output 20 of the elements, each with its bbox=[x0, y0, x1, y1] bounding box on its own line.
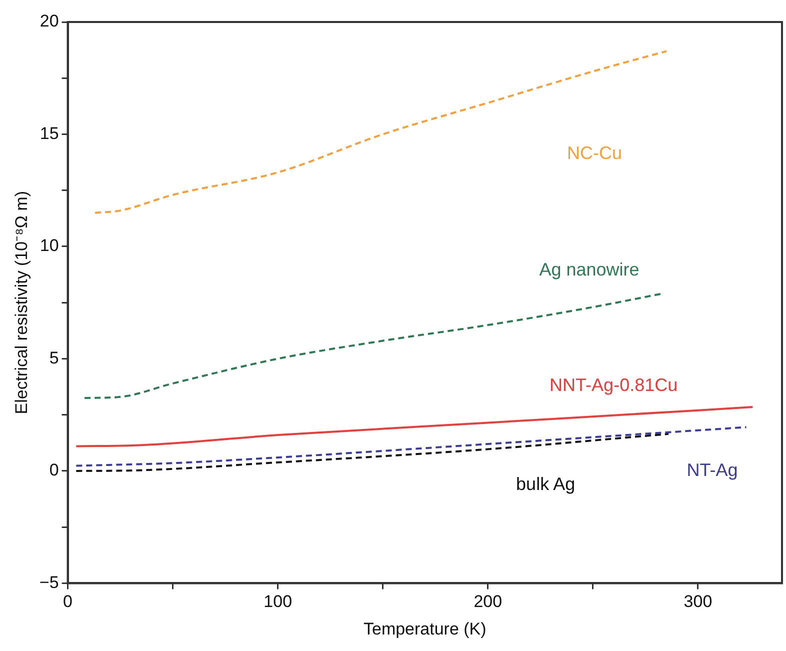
y-tick-label: 0 bbox=[49, 460, 59, 480]
series-label: bulk Ag bbox=[516, 474, 576, 494]
x-tick-label: 100 bbox=[264, 592, 292, 612]
line-series bbox=[94, 50, 668, 214]
y-tick-label: −5 bbox=[39, 572, 59, 592]
y-tick-label: 10 bbox=[40, 236, 59, 256]
y-axis-title: Electrical resistivity (10⁻⁸Ω m) bbox=[12, 190, 31, 414]
x-tick-label: 0 bbox=[63, 592, 73, 612]
x-tick-label: 300 bbox=[684, 592, 712, 612]
series-label: NNT-Ag-0.81Cu bbox=[550, 374, 678, 395]
x-axis-title: Temperature (K) bbox=[363, 619, 486, 638]
y-tick-label: 20 bbox=[40, 12, 59, 31]
x-tick-label: 200 bbox=[474, 592, 502, 612]
line-series bbox=[75, 406, 754, 448]
series-label: NT-Ag bbox=[686, 460, 738, 480]
series-label: Ag nanowire bbox=[539, 260, 640, 280]
y-tick-label: 15 bbox=[40, 124, 59, 143]
y-tick-label: 5 bbox=[49, 348, 59, 368]
text: NC-Cu bbox=[566, 143, 622, 164]
line-series bbox=[75, 432, 670, 472]
